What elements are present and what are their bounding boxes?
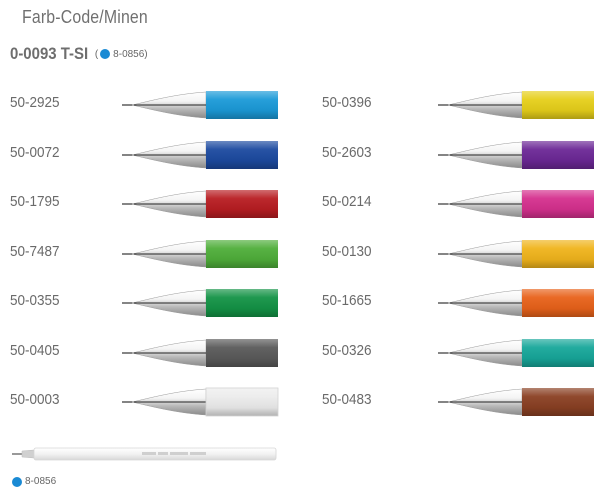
pen-code: 50-0130 xyxy=(322,242,372,260)
refill-code: 8-0856 xyxy=(25,476,57,487)
refill-image xyxy=(12,447,277,461)
refill-dot-icon xyxy=(100,49,111,59)
pen-code: 50-2925 xyxy=(10,94,60,111)
refill-label: 8-0856 xyxy=(10,476,56,487)
pen-code: 50-1665 xyxy=(322,292,372,309)
pen-image xyxy=(122,289,278,317)
page-title: Farb-Code/Minen xyxy=(22,7,148,27)
pen-image xyxy=(122,140,278,169)
pen-image xyxy=(122,91,278,119)
refill-ref-code: 8-0856) xyxy=(113,48,148,60)
pen-code: 50-0214 xyxy=(322,193,372,210)
pen-code: 50-0355 xyxy=(10,292,60,309)
refill-reference: ( 8-0856) xyxy=(95,49,148,60)
pen-code: 50-0405 xyxy=(10,341,60,359)
pen-image xyxy=(122,190,278,218)
pen-image xyxy=(438,388,594,416)
pen-code: 50-0396 xyxy=(322,94,372,111)
pen-code: 50-0003 xyxy=(10,391,60,408)
pen-code: 50-0483 xyxy=(322,391,372,408)
pen-code: 50-7487 xyxy=(10,242,60,260)
pen-image xyxy=(438,239,594,268)
pen-code: 50-0072 xyxy=(10,143,60,161)
pen-code: 50-0326 xyxy=(322,341,372,359)
pen-image xyxy=(122,338,278,367)
pen-image xyxy=(122,387,279,417)
pen-image xyxy=(438,91,594,119)
pen-image xyxy=(122,239,278,268)
pen-image xyxy=(438,190,594,218)
pen-code: 50-1795 xyxy=(10,193,60,210)
pen-image xyxy=(438,140,594,169)
pen-code: 50-2603 xyxy=(322,143,372,161)
model-row: 0-0093 T-SI ( 8-0856) xyxy=(10,44,148,64)
pen-image xyxy=(438,289,594,317)
model-number: 0-0093 T-SI xyxy=(10,44,89,63)
refill-dot-icon xyxy=(12,476,22,487)
pen-image xyxy=(438,338,594,367)
refill-ref-open: ( xyxy=(94,48,99,60)
